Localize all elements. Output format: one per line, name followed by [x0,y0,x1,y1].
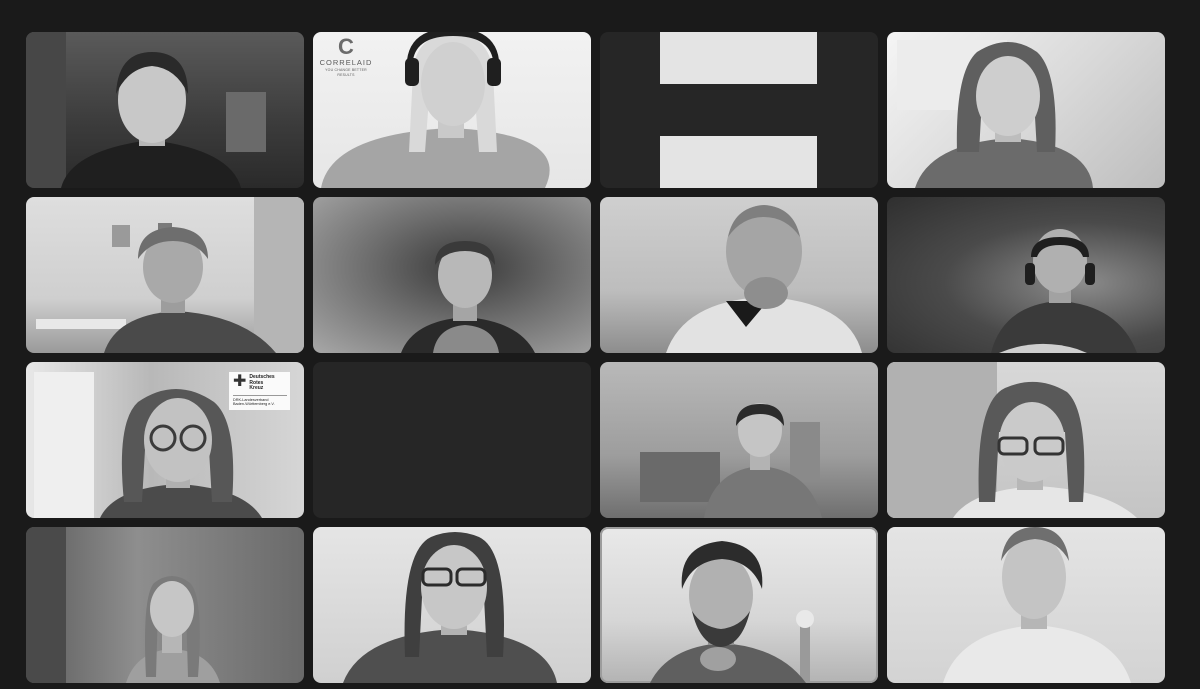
participant-tile-7[interactable] [600,197,878,353]
badge-name-line-3: Kreuz [249,385,264,391]
participant-tile-10[interactable] [313,362,591,518]
participant-video [321,32,550,188]
badge-subtitle: DRK-Landesverband Baden-Württemberg e.V. [233,394,287,407]
participant-tile-11[interactable] [600,362,878,518]
red-cross-icon: ✚ [233,373,247,390]
badge-sub-line-2: Baden-Württemberg e.V. [233,402,275,406]
participant-tile-6[interactable] [313,197,591,353]
participant-tile-1[interactable] [26,32,304,188]
correlaid-logo: C CORRELAID YOU CHANGE BETTER RESULTS [317,36,375,78]
participant-tile-2[interactable]: C CORRELAID YOU CHANGE BETTER RESULTS [313,32,591,188]
participant-video [887,362,1137,518]
participant-tile-8[interactable] [887,197,1165,353]
video-grid: C CORRELAID YOU CHANGE BETTER RESULTS [26,32,1165,683]
participant-tile-16[interactable] [887,527,1165,683]
participant-video [401,241,535,353]
participant-video [36,197,304,353]
participant-video [943,527,1131,683]
participant-tile-13[interactable] [26,527,304,683]
placeholder-bar-top [660,32,817,84]
participant-tile-14[interactable] [313,527,591,683]
badge-name: Deutsches Rotes Kreuz [249,374,275,392]
participant-tile-12[interactable] [887,362,1165,518]
participant-video [343,532,557,683]
badge-sub-line-1: DRK-Landesverband [233,397,269,402]
participant-video [34,372,262,518]
participant-tile-4[interactable] [887,32,1165,188]
participant-video [26,527,220,683]
participant-video [666,205,862,353]
logo-name: CORRELAID [319,58,373,67]
participant-video [640,403,822,518]
correlaid-logo-icon: C [338,34,354,59]
logo-tagline: YOU CHANGE BETTER RESULTS [325,68,367,77]
participant-tile-5[interactable] [26,197,304,353]
participant-video [26,32,266,188]
badge-name-line-2: Rotes [249,379,264,386]
participant-video [650,541,814,683]
placeholder-bar-bottom [660,136,817,188]
red-cross-badge: ✚ Deutsches Rotes Kreuz DRK-Landesverban… [229,372,290,410]
participant-tile-3[interactable] [600,32,878,188]
participant-video [991,229,1137,353]
badge-name-line-1: Deutsches [249,374,275,380]
participant-tile-9[interactable]: ✚ Deutsches Rotes Kreuz DRK-Landesverban… [26,362,304,518]
participant-video [897,40,1093,188]
participant-tile-15-active-speaker[interactable] [600,527,878,683]
